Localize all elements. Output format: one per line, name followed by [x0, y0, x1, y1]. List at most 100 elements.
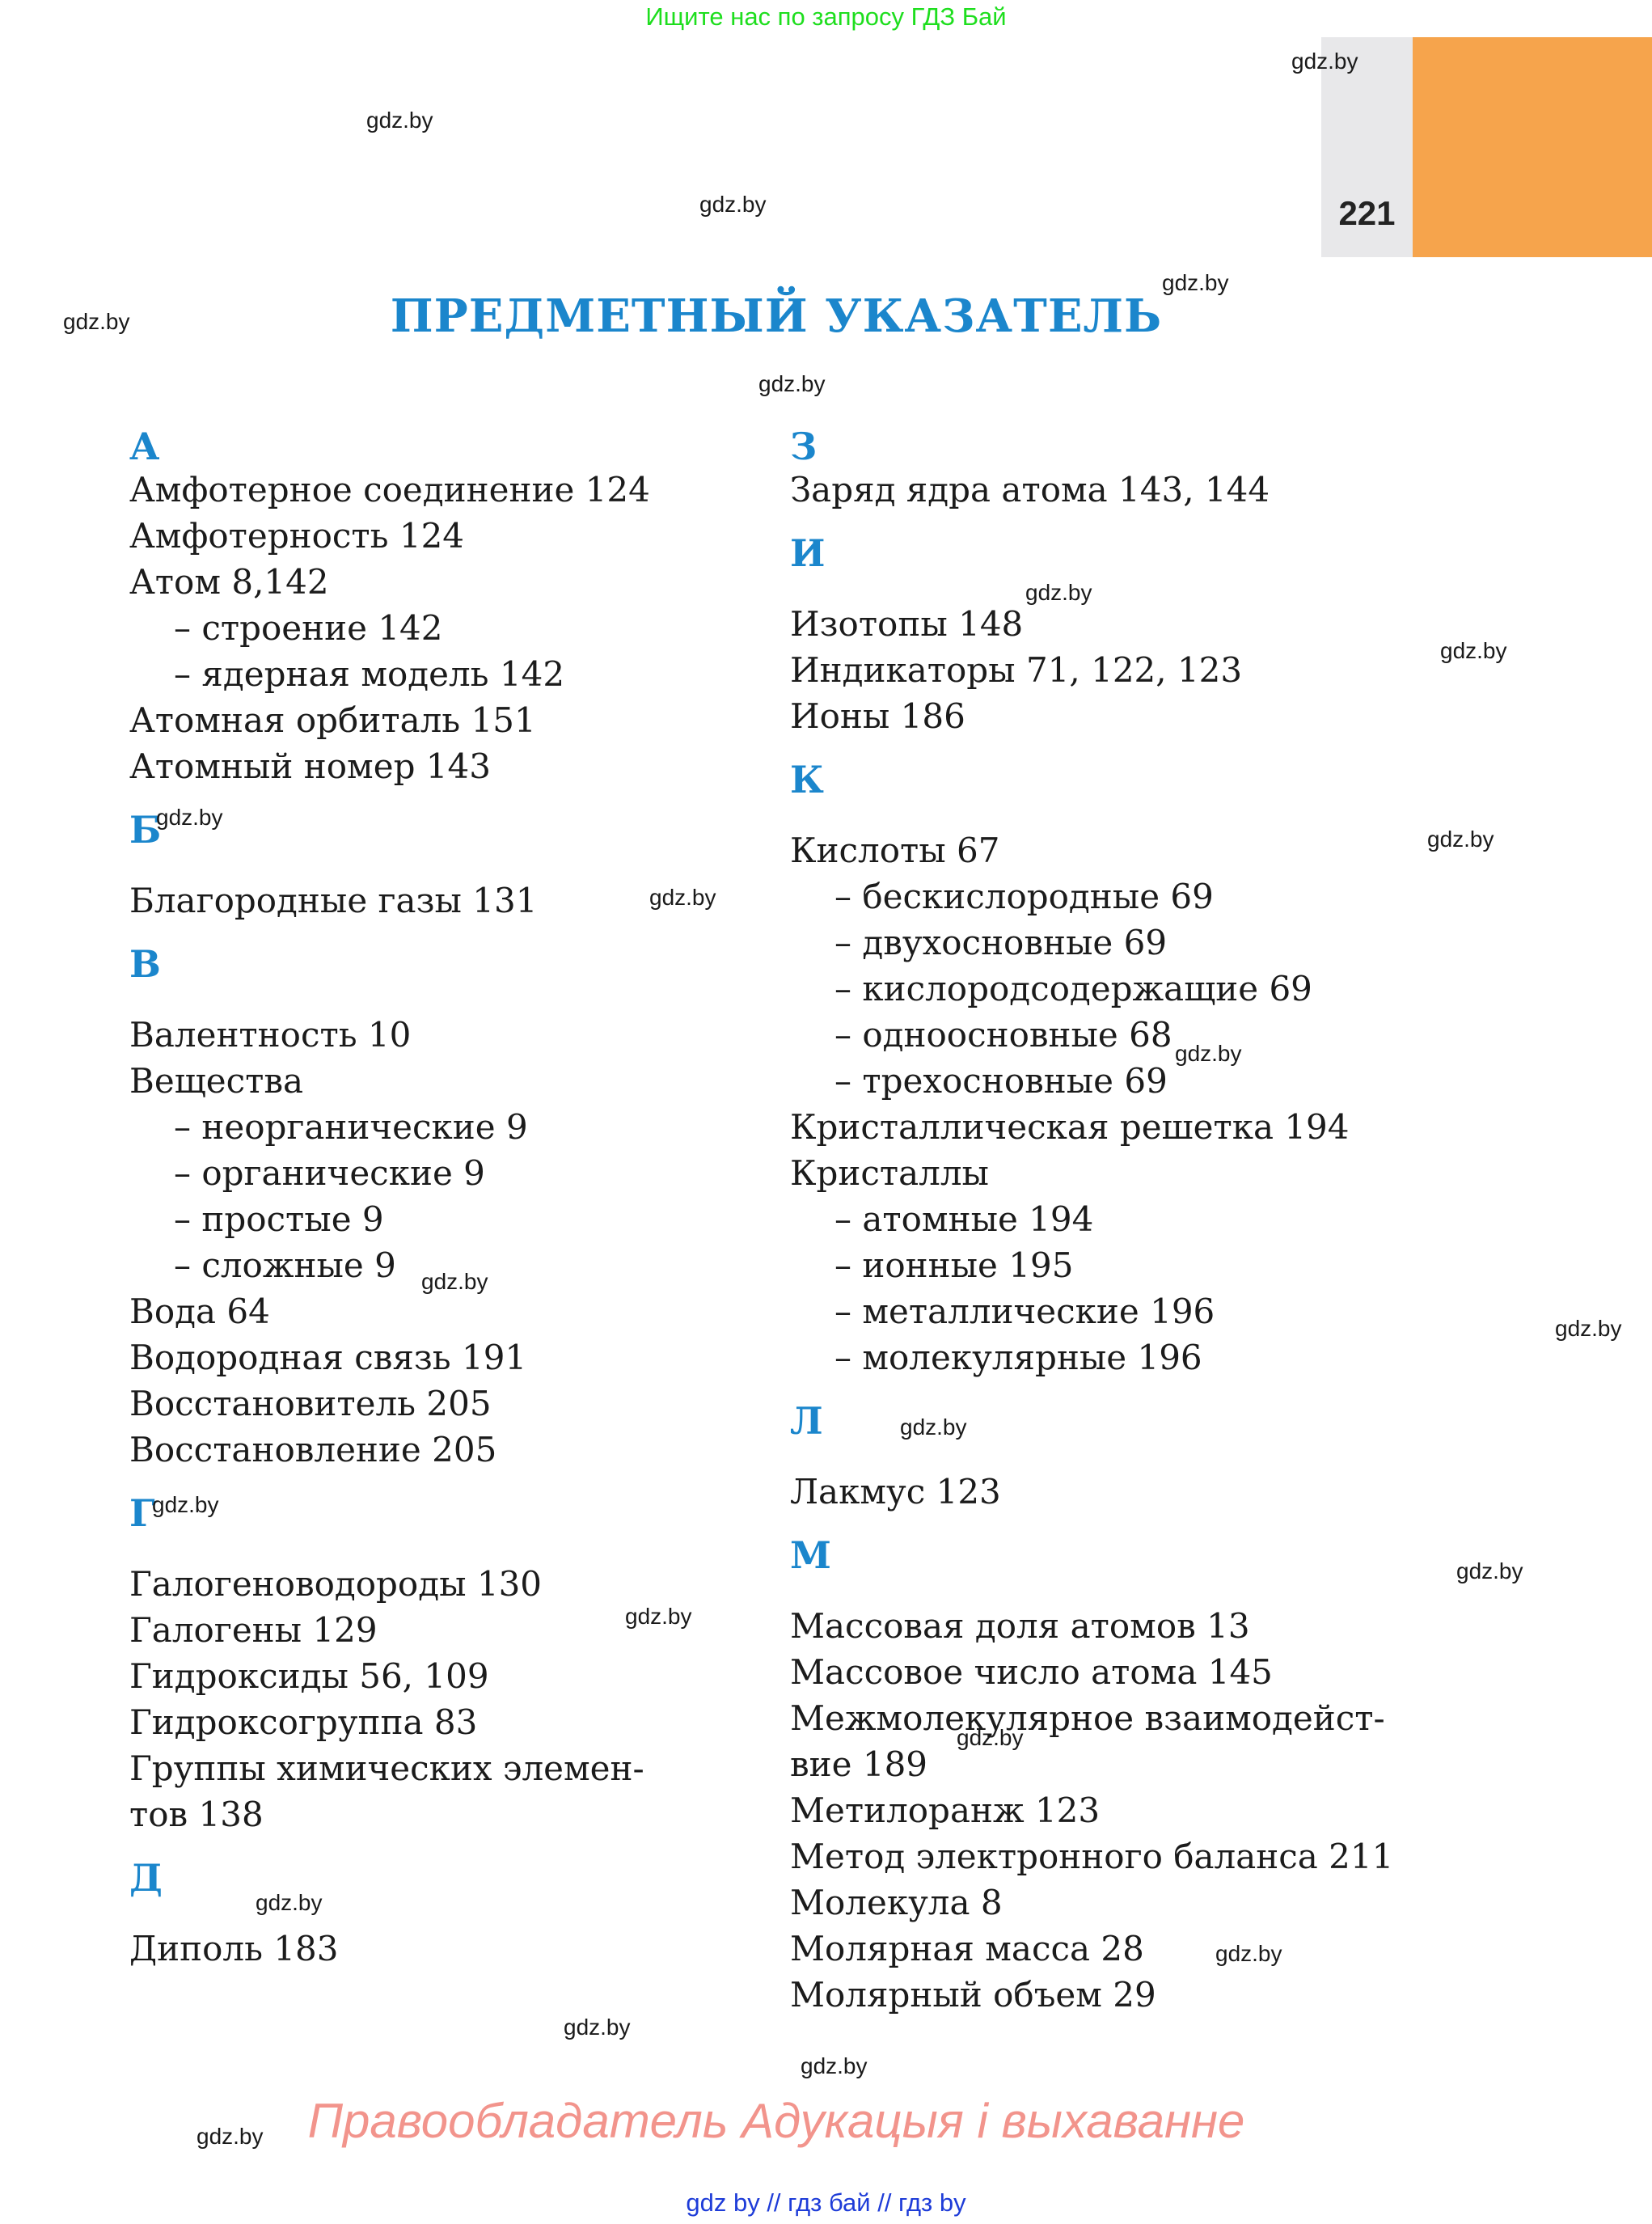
- section-letter: Г: [129, 1491, 155, 1535]
- index-entry: – ядерная модель 142: [174, 654, 565, 694]
- index-entry: Кристаллы: [790, 1153, 989, 1193]
- index-entry: – простые 9: [174, 1199, 384, 1239]
- index-entry: Вещества: [129, 1061, 304, 1101]
- index-entry: – металлические 196: [834, 1292, 1215, 1331]
- index-entry: Кислоты 67: [790, 831, 1000, 870]
- index-entry: – сложные 9: [174, 1245, 396, 1285]
- index-section-М: М Массовая доля атомов 13 Массовое число а…: [790, 1536, 1453, 2018]
- index-entry: тов 138: [129, 1795, 264, 1834]
- index-section-А: А Амфотерное соединение 124 Амфотерность 1…: [129, 427, 744, 789]
- footer-links[interactable]: gdz by // гдз бай // гдз by: [686, 2188, 966, 2217]
- index-entry: Молярный объем 29: [790, 1975, 1156, 2015]
- index-entry: вие 189: [790, 1744, 928, 1784]
- index-entry: Амфотерное соединение 124: [129, 470, 650, 509]
- index-entry: Галогены 129: [129, 1610, 378, 1650]
- index-right-column: З Заряд ядра атома 143, 144 И Изотопы 148 Ин…: [790, 427, 1453, 2039]
- index-entry: Галогеноводороды 130: [129, 1564, 543, 1604]
- gdz-watermark: gdz.by: [1162, 270, 1229, 295]
- gdz-watermark: gdz.by: [649, 885, 716, 910]
- index-entry: Молярная масса 28: [790, 1929, 1144, 1968]
- gdz-watermark: gdz.by: [1440, 638, 1507, 663]
- index-section-К: К Кислоты 67 – бескислородные 69 – двухосно…: [790, 760, 1453, 1380]
- page-number: 221: [1338, 194, 1396, 232]
- gdz-watermark: gdz.by: [625, 1604, 692, 1629]
- section-letter: К: [790, 758, 824, 801]
- index-entry: Валентность 10: [129, 1015, 412, 1055]
- index-entry: – кислородсодержащие 69: [834, 969, 1312, 1008]
- gdz-watermark: gdz.by: [699, 192, 767, 217]
- section-letter: В: [129, 942, 161, 986]
- section-letter: Д: [129, 1856, 163, 1900]
- index-section-Б: Б Благородные газы 131: [129, 810, 744, 924]
- index-section-З: З Заряд ядра атома 143, 144: [790, 427, 1453, 513]
- index-entry: Диполь 183: [129, 1929, 339, 1968]
- index-entry: – одноосновные 68: [834, 1015, 1172, 1055]
- index-entry: Гидроксиды 56, 109: [129, 1656, 489, 1696]
- index-entry: Восстановление 205: [129, 1430, 497, 1469]
- page-number-box: [1321, 37, 1413, 257]
- index-entry: Атомная орбиталь 151: [129, 700, 536, 740]
- gdz-watermark: gdz.by: [256, 1890, 323, 1915]
- section-letter: З: [790, 425, 818, 468]
- index-entry: Метод электронного баланса 211: [790, 1837, 1394, 1876]
- section-letter: И: [790, 531, 826, 575]
- index-entry: Межмолекулярное взаимодейст-: [790, 1698, 1385, 1738]
- index-entry: – двухосновные 69: [834, 923, 1168, 962]
- index-entry: Благородные газы 131: [129, 881, 538, 920]
- copyright-footer: Правообладатель Адукацыя і выхаванне: [307, 2094, 1245, 2148]
- gdz-watermark: gdz.by: [801, 2053, 868, 2078]
- index-entry: – атомные 194: [834, 1199, 1094, 1239]
- index-entry: Заряд ядра атома 143, 144: [790, 470, 1270, 509]
- gdz-watermark: gdz.by: [1175, 1041, 1242, 1066]
- gdz-watermark: gdz.by: [421, 1269, 488, 1294]
- gdz-watermark: gdz.by: [1291, 49, 1358, 74]
- index-entry: Атом 8,142: [129, 562, 329, 602]
- section-letter: А: [129, 425, 160, 468]
- gdz-watermark: gdz.by: [63, 309, 130, 334]
- index-entry: – органические 9: [174, 1153, 485, 1193]
- gdz-watermark: gdz.by: [1456, 1558, 1523, 1583]
- index-entry: Метилоранж 123: [790, 1791, 1101, 1830]
- section-letter: М: [790, 1533, 831, 1577]
- index-entry: Группы химических элемен-: [129, 1748, 644, 1788]
- gdz-watermark: gdz.by: [957, 1725, 1024, 1750]
- page-title: ПРЕДМЕТНЫЙ УКАЗАТЕЛЬ: [390, 290, 1163, 343]
- index-entry: Атомный номер 143: [129, 746, 491, 786]
- index-entry: Массовое число атома 145: [790, 1652, 1273, 1692]
- index-section-Л: Л Лакмус 123: [790, 1402, 1453, 1515]
- index-entry: Ионы 186: [790, 696, 965, 736]
- index-entry: Водородная связь 191: [129, 1338, 527, 1377]
- gdz-watermark: gdz.by: [156, 805, 223, 830]
- index-entry: Гидроксогруппа 83: [129, 1702, 478, 1742]
- gdz-watermark: gdz.by: [1215, 1941, 1282, 1966]
- index-entry: – ионные 195: [834, 1245, 1074, 1285]
- index-entry: – бескислородные 69: [834, 877, 1214, 916]
- index-entry: Амфотерность 124: [129, 516, 465, 556]
- index-entry: Вода 64: [129, 1292, 270, 1331]
- corner-accent-bar: [1413, 37, 1652, 257]
- index-section-И: И Изотопы 148 Индикаторы 71, 122, 123 Ионы …: [790, 534, 1453, 739]
- index-entry: Индикаторы 71, 122, 123: [790, 650, 1243, 690]
- gdz-watermark: gdz.by: [564, 2015, 631, 2040]
- index-left-column: А Амфотерное соединение 124 Амфотерность 1…: [129, 427, 744, 1993]
- index-section-В: В Валентность 10 Вещества – неорганические …: [129, 945, 744, 1473]
- gdz-watermark: gdz.by: [758, 371, 826, 396]
- index-entry: – трехосновные 69: [834, 1061, 1168, 1101]
- index-entry: Массовая доля атомов 13: [790, 1606, 1250, 1646]
- gdz-watermark: gdz.by: [900, 1414, 967, 1440]
- gdz-watermark: gdz.by: [1025, 580, 1092, 605]
- index-section-Г: Г Галогеноводороды 130 Галогены 129 Гидрокс…: [129, 1494, 744, 1837]
- promo-banner-text: Ищите нас по запросу ГДЗ Бай: [645, 2, 1007, 31]
- index-entry: – неорганические 9: [174, 1107, 528, 1147]
- gdz-watermark: gdz.by: [1427, 827, 1494, 852]
- section-letter: Б: [129, 808, 162, 852]
- index-entry: Изотопы 148: [790, 604, 1024, 644]
- section-letter: Л: [790, 1399, 823, 1443]
- index-entry: Восстановитель 205: [129, 1384, 492, 1423]
- index-entry: Лакмус 123: [790, 1472, 1001, 1512]
- gdz-watermark: gdz.by: [1555, 1316, 1622, 1341]
- index-entry: – молекулярные 196: [834, 1338, 1202, 1377]
- gdz-watermark: gdz.by: [366, 108, 433, 133]
- gdz-watermark: gdz.by: [196, 2124, 264, 2149]
